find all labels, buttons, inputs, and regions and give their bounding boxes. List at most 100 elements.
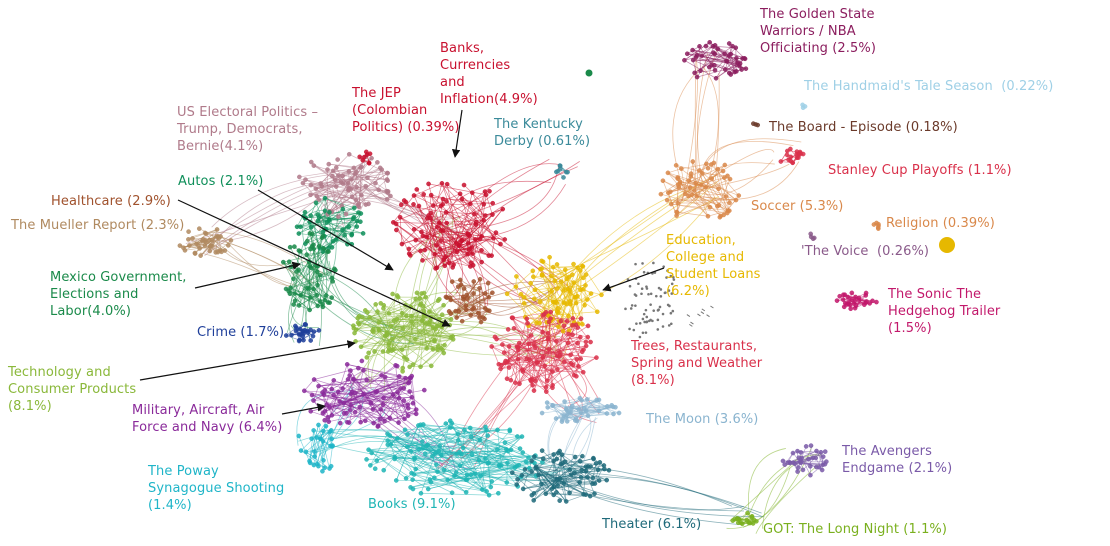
cluster-edge (441, 183, 469, 235)
network-node (416, 203, 422, 209)
network-node (485, 433, 490, 438)
network-edge (380, 382, 457, 474)
network-node (808, 443, 814, 448)
network-node (744, 517, 750, 523)
isolated-node (626, 278, 630, 281)
cluster-edge (432, 183, 448, 206)
network-node (726, 53, 732, 58)
network-node (401, 355, 407, 360)
network-node (341, 410, 347, 416)
network-node (402, 427, 408, 433)
network-node (308, 409, 314, 414)
cluster-edge (592, 463, 597, 479)
network-node (306, 286, 312, 291)
network-node (373, 302, 378, 307)
cluster-edge (724, 177, 730, 203)
cluster-edge (677, 175, 728, 204)
network-node (418, 490, 424, 496)
cluster-edge (418, 205, 450, 264)
network-node (561, 288, 566, 293)
network-node (311, 286, 316, 292)
isolated-node (640, 287, 644, 291)
network-node (526, 341, 532, 347)
cluster-edge (711, 178, 730, 211)
network-node (448, 317, 454, 322)
network-node (427, 477, 433, 482)
isolated-node (659, 288, 663, 291)
network-node (496, 490, 501, 496)
cluster-edge (360, 321, 380, 347)
cluster-edge (538, 457, 594, 476)
arrow-banks (451, 109, 463, 158)
cluster-edge (420, 424, 429, 446)
network-node (834, 298, 840, 303)
network-node (567, 299, 573, 304)
network-node (346, 151, 352, 157)
network-node (536, 472, 541, 478)
network-node (308, 159, 314, 165)
network-node (367, 151, 373, 157)
network-node (555, 306, 560, 311)
cluster-edge (724, 46, 733, 70)
network-node (703, 184, 709, 190)
network-node (386, 311, 392, 316)
isolated-node (669, 322, 673, 326)
cluster-edge (412, 326, 443, 365)
network-node (514, 482, 519, 487)
network-node (348, 368, 353, 373)
network-node (444, 181, 450, 187)
cluster-edge (426, 236, 445, 266)
network-node (470, 251, 475, 256)
network-node (411, 472, 417, 477)
network-node (344, 362, 350, 367)
network-node (751, 121, 756, 126)
network-node (302, 209, 308, 215)
network-node (668, 189, 673, 195)
network-node (316, 422, 321, 428)
isolated-node (652, 309, 656, 312)
network-node (477, 276, 483, 282)
network-node (443, 421, 449, 426)
network-node (288, 285, 293, 291)
network-node (322, 208, 328, 213)
cluster-edge (667, 168, 682, 174)
network-node (570, 272, 575, 278)
network-node (443, 210, 449, 215)
network-node (371, 326, 376, 332)
network-node (750, 521, 756, 526)
network-node (575, 265, 580, 271)
cluster-edge (458, 282, 489, 287)
network-node (545, 337, 551, 342)
network-node (716, 186, 721, 192)
network-node (283, 333, 289, 338)
network-node (420, 317, 425, 323)
cluster-edge (313, 385, 319, 401)
cluster-edge (512, 472, 582, 478)
network-node (555, 367, 560, 372)
network-node (483, 291, 488, 296)
cluster-edge (411, 465, 500, 474)
network-node (478, 473, 483, 478)
network-node (395, 294, 401, 300)
network-edge (211, 234, 295, 267)
network-node (320, 304, 326, 310)
network-node (386, 340, 392, 346)
isolated-node (669, 274, 673, 278)
network-node (588, 339, 593, 345)
network-node (311, 329, 317, 334)
network-node (326, 419, 332, 424)
network-node (348, 402, 354, 408)
network-node (722, 162, 728, 168)
network-node (315, 282, 320, 288)
network-node (410, 477, 415, 482)
network-node (856, 297, 862, 303)
network-node (366, 350, 371, 356)
network-node (340, 227, 345, 233)
network-node (544, 378, 550, 383)
cluster-edge (437, 420, 451, 472)
network-node (381, 395, 386, 401)
label-crime: Crime (1.7%) (197, 325, 285, 340)
network-node (375, 309, 380, 314)
network-node (381, 306, 386, 311)
